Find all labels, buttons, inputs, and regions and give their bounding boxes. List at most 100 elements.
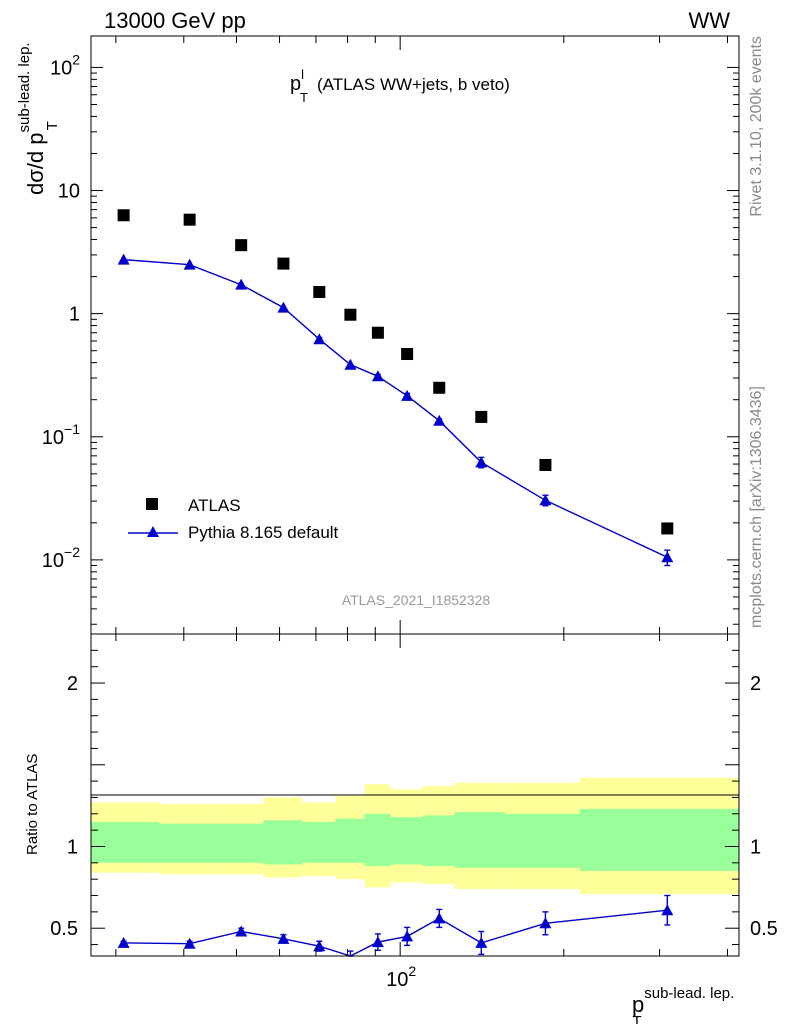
ratio-data-point — [401, 930, 414, 942]
title-symbol: p — [290, 73, 301, 95]
x-tick-exponent: 2 — [408, 963, 416, 979]
ratio-data-point — [475, 936, 488, 948]
xlabel-main: p — [632, 992, 644, 1017]
pythia-data-point — [117, 253, 130, 265]
ylabel-main: dσ/d p — [23, 132, 48, 195]
atlas-data-point — [344, 308, 357, 321]
ratio-y-tick-label-left: 1 — [67, 836, 78, 858]
ratio-data-point — [313, 940, 326, 952]
mcplots-label: mcplots.cern.ch [arXiv:1306.3436] — [748, 386, 765, 628]
x-axis-label: psub-lead. lep. T — [632, 985, 734, 1024]
main-panel: pl T(ATLAS WW+jets, b veto) dσ/d psub-lea… — [16, 35, 740, 635]
top-y-tick-label: 102 — [50, 51, 80, 79]
pythia-data-point — [433, 414, 446, 426]
top-y-tick-base: 10 — [50, 57, 72, 79]
legend-atlas-marker — [146, 498, 158, 510]
top-y-tick-label: 10−2 — [42, 544, 80, 572]
pythia-data-point — [539, 494, 552, 506]
stat-uncertainty-band — [364, 813, 391, 867]
top-y-tick-label: 10 — [58, 181, 80, 203]
analysis-watermark: ATLAS_2021_I1852328 — [342, 592, 491, 608]
title-superscript: l — [301, 67, 304, 82]
ylabel-subscript: T — [44, 121, 61, 130]
rivet-version-label: Rivet 3.1.10, 200k events — [748, 36, 765, 217]
top-y-tick-base: 10 — [42, 550, 64, 572]
top-y-tick-exponent: 2 — [72, 51, 80, 67]
xlabel-superscript: sub-lead. lep. — [644, 985, 734, 1002]
ratio-y-tick-label-right: 2 — [750, 673, 761, 695]
atlas-data-point — [371, 326, 384, 339]
atlas-data-point — [401, 348, 414, 361]
process-label: WW — [688, 8, 730, 33]
ratio-data-point — [183, 937, 196, 949]
title-subscript: T — [300, 90, 308, 105]
stat-uncertainty-band — [454, 812, 506, 868]
stat-uncertainty-band — [263, 820, 303, 865]
title-description: (ATLAS WW+jets, b veto) — [317, 75, 510, 94]
ratio-y-tick-label-right: 0.5 — [750, 918, 778, 940]
atlas-data-point — [183, 213, 196, 226]
atlas-data-point — [117, 209, 130, 222]
pythia-data-point — [235, 278, 248, 290]
stat-uncertainty-band — [158, 823, 217, 863]
top-y-tick-label: 1 — [69, 304, 80, 326]
top-plot-frame — [90, 35, 740, 635]
top-y-tick-base: 10 — [58, 181, 80, 203]
energy-label: 13000 GeV pp — [104, 8, 246, 33]
atlas-data-point — [313, 285, 326, 298]
ylabel-superscript: sub-lead. lep. — [16, 42, 33, 132]
pythia-line — [123, 258, 668, 558]
atlas-data-point — [433, 381, 446, 394]
stat-uncertainty-band — [579, 808, 739, 872]
top-y-tick-exponent: −2 — [64, 544, 80, 560]
pythia-data-point — [344, 358, 357, 370]
stat-uncertainty-band — [422, 815, 455, 867]
pythia-data-point — [183, 258, 196, 270]
top-y-tick-base: 1 — [69, 304, 80, 326]
top-y-tick-exponent: −1 — [64, 421, 80, 437]
ratio-y-tick-label-right: 1 — [750, 836, 761, 858]
ratio-data-point — [235, 925, 248, 937]
pythia-data-point — [475, 456, 488, 468]
pythia-data-point — [661, 551, 674, 563]
top-y-axis-label: dσ/d psub-lead. lep. T — [16, 42, 61, 195]
xlabel-subscript: T — [632, 1013, 641, 1024]
ratio-y-tick-label-left: 0.5 — [50, 918, 78, 940]
stat-uncertainty-band — [216, 823, 264, 863]
atlas-data-point — [277, 257, 290, 270]
legend: ATLAS Pythia 8.165 default — [128, 496, 339, 542]
atlas-data-point — [475, 410, 488, 423]
atlas-data-point — [661, 522, 674, 535]
ratio-plot-frame — [90, 633, 740, 957]
legend-atlas-label: ATLAS — [188, 496, 241, 515]
ratio-y-axis-label: Ratio to ATLAS — [24, 754, 41, 855]
ratio-data-point — [117, 936, 130, 948]
ratio-data-point — [661, 904, 674, 916]
pythia-data-point — [371, 370, 384, 382]
x-tick-label: 102 — [386, 963, 416, 991]
x-tick-base: 10 — [386, 969, 408, 991]
ratio-pythia-line — [123, 909, 668, 957]
pythia-data-point — [313, 333, 326, 345]
top-y-tick-base: 10 — [42, 427, 64, 449]
ratio-y-tick-label-left: 2 — [67, 673, 78, 695]
ratio-data-point — [539, 917, 552, 929]
stat-uncertainty-band — [390, 817, 423, 865]
stat-uncertainty-band — [505, 813, 580, 868]
ratio-data-point — [371, 936, 384, 948]
pythia-data-point — [277, 301, 290, 313]
stat-uncertainty-band — [91, 821, 159, 863]
ratio-data-point — [433, 912, 446, 924]
pythia-data-point — [401, 389, 414, 401]
plot-title: pl T (ATLAS WW+jets, b veto) — [290, 67, 510, 105]
legend-pythia-label: Pythia 8.165 default — [188, 523, 339, 542]
atlas-data-point — [539, 458, 552, 471]
top-y-tick-label: 10−1 — [42, 421, 80, 449]
ratio-data-point — [277, 932, 290, 944]
stat-uncertainty-band — [335, 818, 365, 863]
atlas-data-point — [235, 239, 248, 252]
legend-pythia-marker — [147, 526, 159, 537]
stat-uncertainty-band — [302, 821, 336, 863]
